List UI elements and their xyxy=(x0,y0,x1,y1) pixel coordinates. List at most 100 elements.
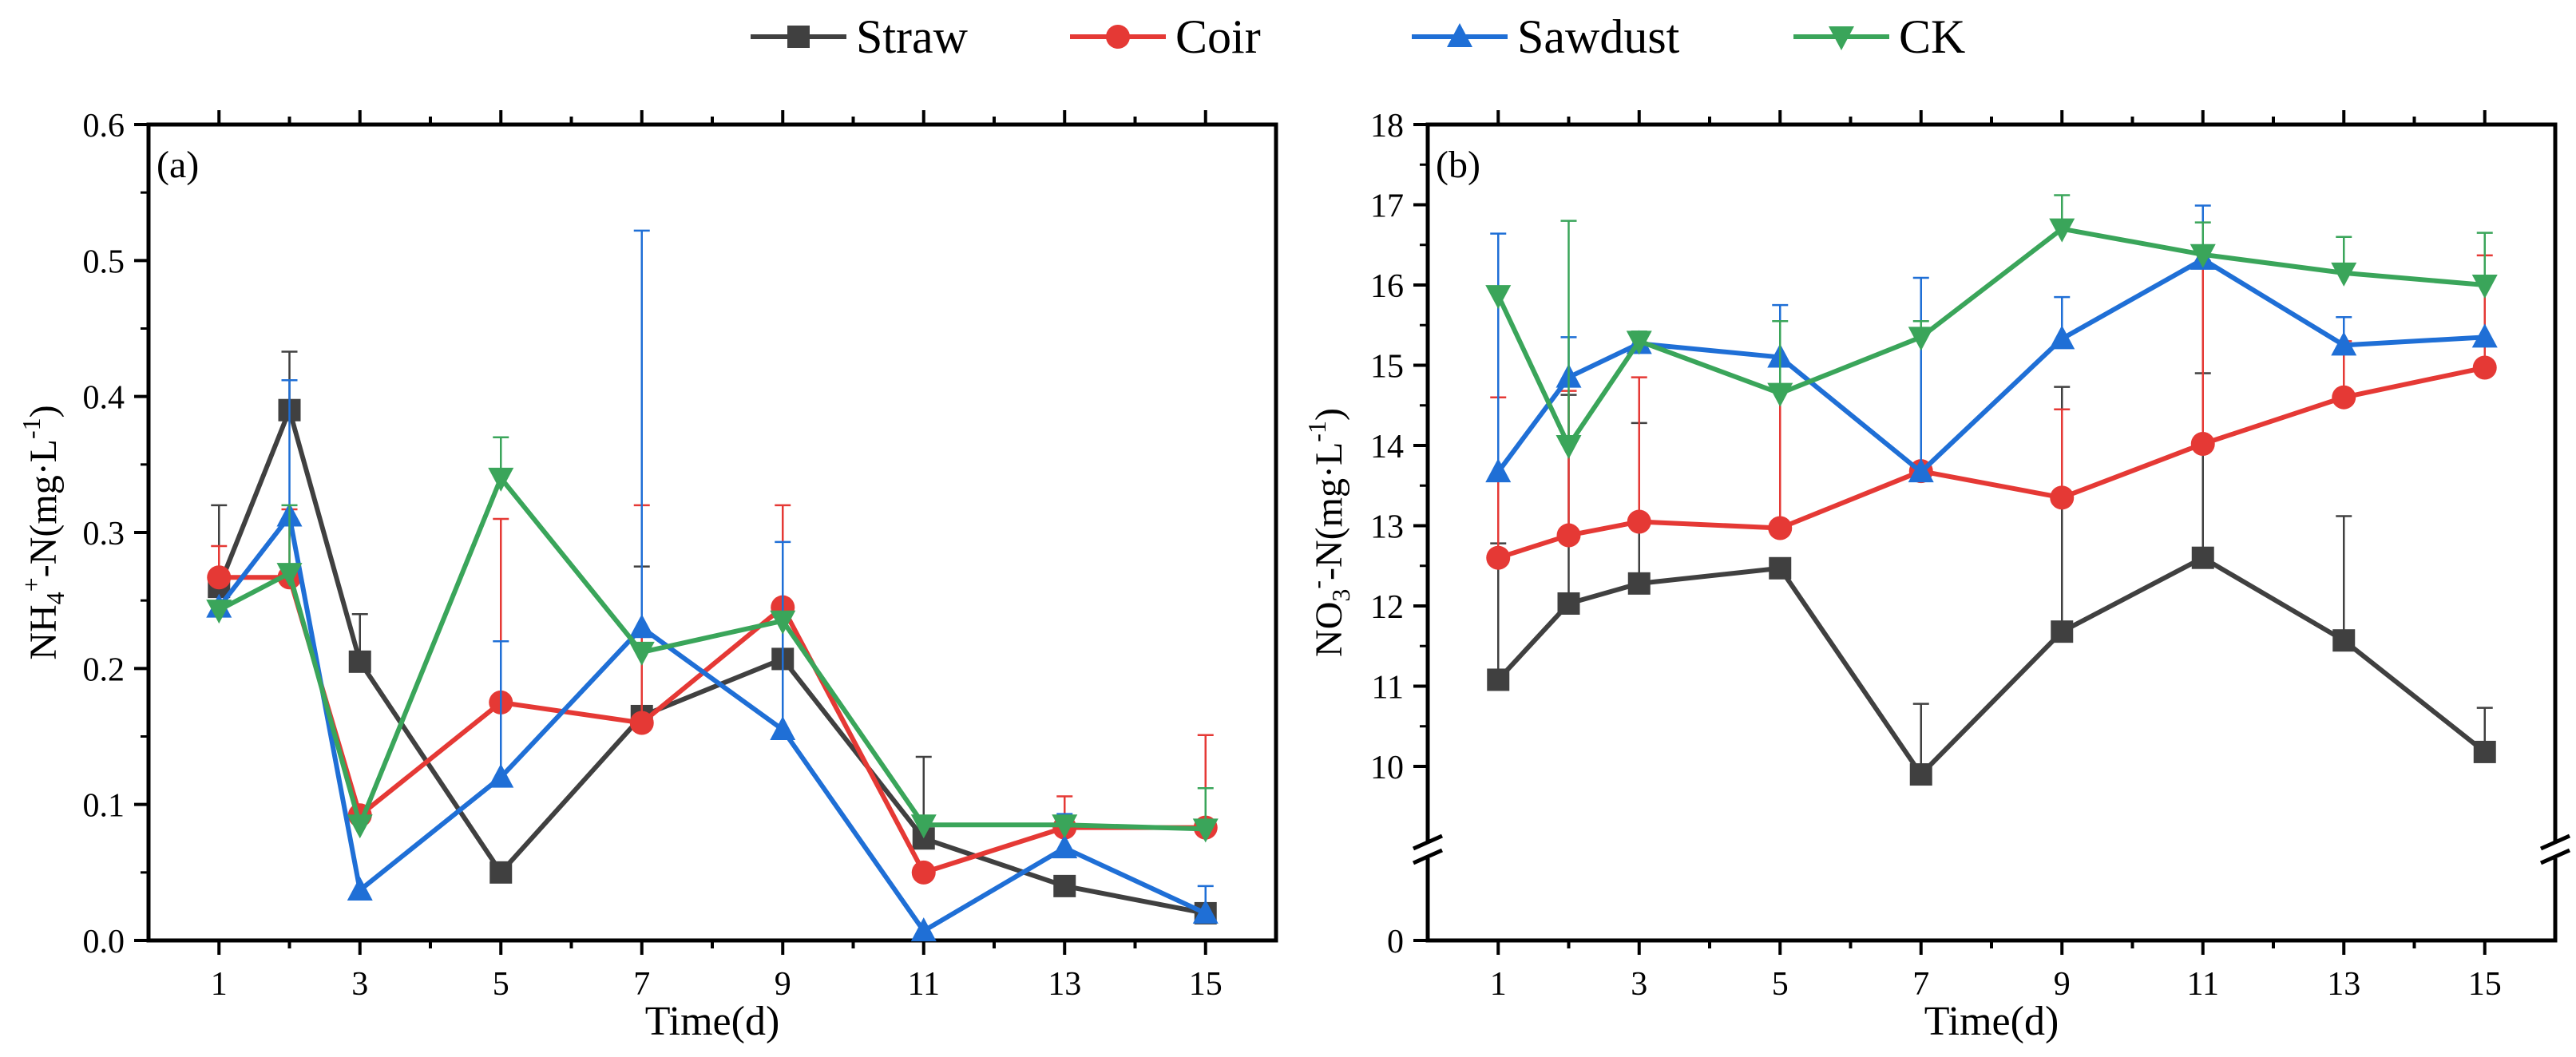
data-point-sawdust xyxy=(770,715,796,740)
data-point-straw xyxy=(489,861,513,884)
data-point-sawdust xyxy=(1192,899,1219,924)
data-point-straw xyxy=(2191,546,2214,569)
data-point-ck xyxy=(488,467,514,492)
data-point-sawdust xyxy=(1908,458,1934,483)
legend-label-sawdust: Sawdust xyxy=(1517,10,1680,63)
panel-b-no3: (b) Time(d) NO3--N(mg·L-1) 1 3 5 7 9 11 13 1501… xyxy=(1302,108,2571,1044)
data-point-straw xyxy=(348,650,371,673)
x-tick-label: 7 xyxy=(633,966,650,1003)
data-point-ck xyxy=(628,641,655,666)
y-tick-label: 11 xyxy=(1372,670,1404,707)
x-tick-label: 15 xyxy=(2468,966,2502,1003)
legend-label-straw: Straw xyxy=(856,10,969,63)
y-tick-label: 0 xyxy=(1387,924,1404,960)
data-point-coir xyxy=(911,860,936,885)
data-point-straw xyxy=(2332,629,2356,652)
axis-break-mark xyxy=(1412,833,1444,851)
data-point-sawdust xyxy=(488,763,514,788)
x-tick-label: 9 xyxy=(2054,966,2071,1003)
data-point-straw xyxy=(1769,556,1792,580)
data-point-coir xyxy=(207,565,232,590)
x-tick-label: 5 xyxy=(493,966,509,1003)
data-point-sawdust xyxy=(2331,331,2357,356)
data-point-sawdust xyxy=(347,876,373,901)
panel-b-frame xyxy=(1425,122,2558,943)
data-point-straw xyxy=(1053,874,1076,897)
panel-b-xlabel: Time(d) xyxy=(1924,999,2059,1044)
y-tick-label: 15 xyxy=(1370,349,1404,386)
data-point-ck xyxy=(1052,814,1078,839)
legend-marker-ck xyxy=(1829,26,1854,50)
y-tick-label: 0.1 xyxy=(83,788,125,825)
x-tick-label: 13 xyxy=(2327,966,2360,1003)
data-point-straw xyxy=(1909,763,1932,786)
data-point-coir xyxy=(2332,385,2356,410)
data-point-ck xyxy=(2190,243,2216,268)
data-point-coir xyxy=(2190,431,2215,456)
x-tick-label: 15 xyxy=(1189,966,1223,1003)
legend-label-coir: Coir xyxy=(1175,10,1261,63)
panel-a-frame xyxy=(146,122,1278,943)
data-point-coir xyxy=(1486,545,1511,570)
data-point-sawdust xyxy=(1485,458,1512,483)
data-point-ck xyxy=(910,814,937,839)
y-tick-label: 10 xyxy=(1370,750,1404,786)
x-tick-label: 7 xyxy=(1912,966,1929,1003)
legend-marker-sawdust xyxy=(1447,23,1472,47)
data-point-straw xyxy=(1487,668,1510,691)
data-point-sawdust xyxy=(2471,323,2498,348)
panel-a-nh4: (a) Time(d) NH4+-N(mg·L-1) 1 3 5 7 9 11 13 150.… xyxy=(17,108,1278,1044)
panel-a-ticks: 1 3 5 7 9 11 13 150.00.10.20.30.40.50.6 xyxy=(83,108,1223,1003)
data-point-ck xyxy=(770,610,796,635)
panel-b-ylabel: NO3--N(mg·L-1) xyxy=(1302,408,1355,657)
panel-a-label: (a) xyxy=(157,144,199,186)
data-point-sawdust xyxy=(628,614,655,639)
x-tick-label: 11 xyxy=(908,966,940,1003)
data-point-ck xyxy=(276,563,303,588)
data-point-ck xyxy=(1556,435,1582,459)
data-point-ck xyxy=(1767,382,1793,407)
y-tick-label: 12 xyxy=(1370,589,1404,626)
data-point-ck xyxy=(2049,218,2075,243)
y-tick-label: 0.0 xyxy=(83,924,125,960)
y-tick-label: 0.5 xyxy=(83,243,125,280)
data-point-straw xyxy=(2051,620,2074,643)
data-point-sawdust xyxy=(910,917,937,942)
axis-break-mark xyxy=(2539,833,2571,851)
data-point-sawdust xyxy=(2049,325,2075,350)
data-point-ck xyxy=(2331,262,2357,287)
legend-marker-coir xyxy=(1106,25,1130,49)
series-straw xyxy=(1487,372,2496,786)
x-tick-label: 1 xyxy=(1490,966,1507,1003)
series-sawdust xyxy=(206,229,1219,942)
x-tick-label: 3 xyxy=(351,966,368,1003)
legend-label-ck: CK xyxy=(1899,10,1965,63)
data-point-coir xyxy=(1768,516,1793,540)
data-point-coir xyxy=(2472,355,2497,380)
series-ck xyxy=(1485,194,2498,459)
series-sawdust xyxy=(1485,204,2498,483)
y-tick-label: 13 xyxy=(1370,509,1404,546)
axis-break-mark xyxy=(2539,848,2571,865)
data-point-ck xyxy=(347,814,373,839)
x-tick-label: 11 xyxy=(2187,966,2219,1003)
x-tick-label: 13 xyxy=(1048,966,1081,1003)
data-point-ck xyxy=(1192,818,1219,843)
data-point-ck xyxy=(1626,331,1652,355)
y-tick-label: 16 xyxy=(1370,268,1404,305)
y-tick-label: 18 xyxy=(1370,108,1404,144)
panel-a-series xyxy=(206,229,1219,942)
data-point-straw xyxy=(1627,572,1651,595)
data-point-coir xyxy=(1556,523,1581,548)
data-point-straw xyxy=(1557,592,1580,615)
series-line-sawdust xyxy=(1496,256,2485,475)
data-point-ck xyxy=(1485,285,1512,310)
x-tick-label: 9 xyxy=(775,966,791,1003)
panel-a-xlabel: Time(d) xyxy=(645,999,780,1044)
panel-b-label: (b) xyxy=(1436,144,1480,186)
y-tick-label: 0.3 xyxy=(83,516,125,552)
panel-a-ylabel: NH4+-N(mg·L-1) xyxy=(17,405,69,659)
axis-break-mark xyxy=(1412,848,1444,865)
